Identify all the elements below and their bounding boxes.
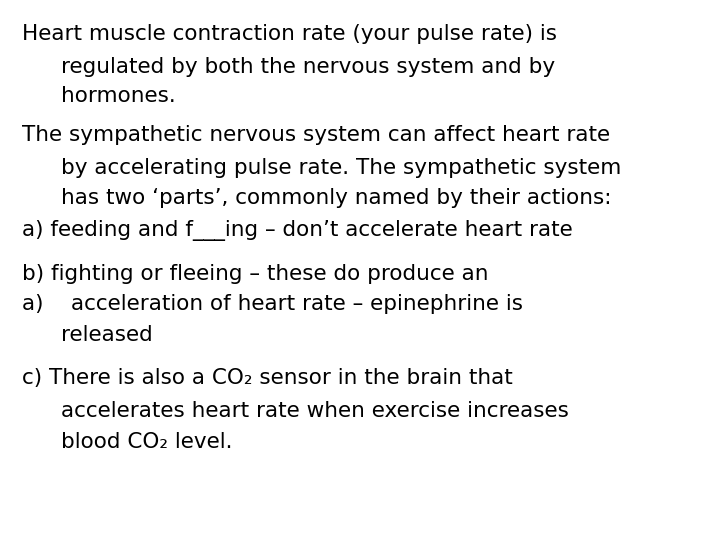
Text: Heart muscle contraction rate (your pulse rate) is: Heart muscle contraction rate (your puls… xyxy=(22,24,557,44)
Text: b) fighting or fleeing – these do produce an: b) fighting or fleeing – these do produc… xyxy=(22,264,488,284)
Text: c) There is also a CO₂ sensor in the brain that: c) There is also a CO₂ sensor in the bra… xyxy=(22,368,513,388)
Text: has two ‘parts’, commonly named by their actions:: has two ‘parts’, commonly named by their… xyxy=(61,188,612,208)
Text: by accelerating pulse rate. The sympathetic system: by accelerating pulse rate. The sympathe… xyxy=(61,158,621,178)
Text: accelerates heart rate when exercise increases: accelerates heart rate when exercise inc… xyxy=(61,401,569,421)
Text: a) feeding and f___ing – don’t accelerate heart rate: a) feeding and f___ing – don’t accelerat… xyxy=(22,220,572,241)
Text: hormones.: hormones. xyxy=(61,86,176,106)
Text: blood CO₂ level.: blood CO₂ level. xyxy=(61,432,233,452)
Text: The sympathetic nervous system can affect heart rate: The sympathetic nervous system can affec… xyxy=(22,125,610,145)
Text: regulated by both the nervous system and by: regulated by both the nervous system and… xyxy=(61,57,555,77)
Text: a)    acceleration of heart rate – epinephrine is: a) acceleration of heart rate – epinephr… xyxy=(22,294,523,314)
Text: released: released xyxy=(61,325,153,345)
